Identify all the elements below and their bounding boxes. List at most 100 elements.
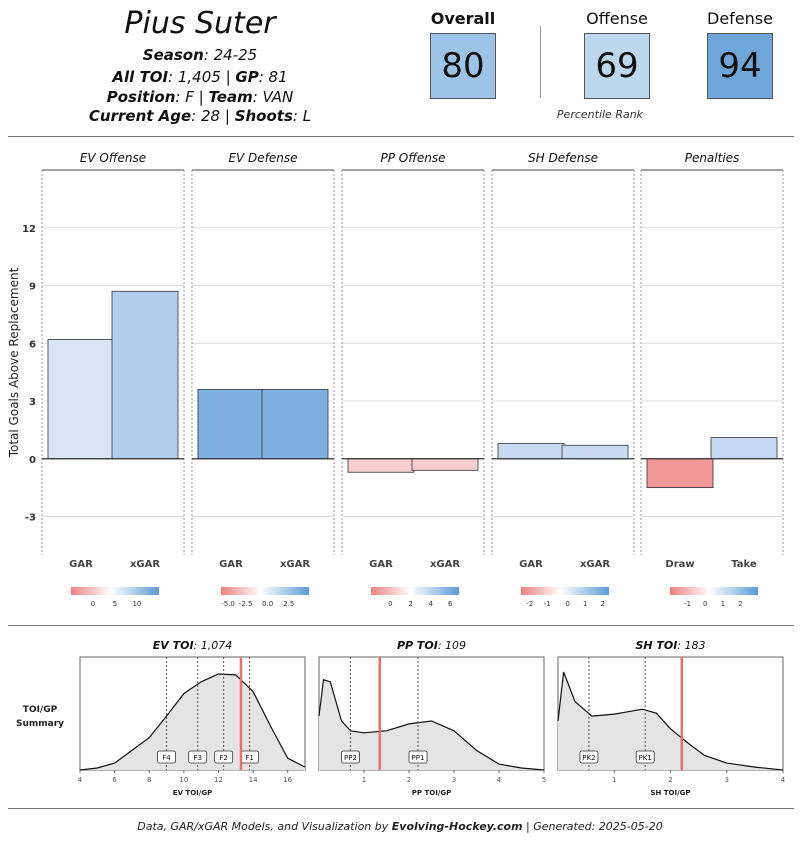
deployment-label: F2 <box>219 754 227 762</box>
y-tick-label: -3 <box>25 513 36 524</box>
deployment-tag <box>635 750 655 764</box>
color-scale-label: 1 <box>721 600 725 608</box>
x-tick-label: GAR <box>69 559 93 570</box>
deployment-tag <box>408 750 428 764</box>
color-scale-label: 2 <box>738 600 742 608</box>
x-tick-label: Draw <box>665 559 694 570</box>
x-tick-label: 6 <box>112 776 117 784</box>
density-title: SH TOI: 183 <box>635 639 705 652</box>
bar-draw <box>646 458 714 489</box>
x-tick-label: 10 <box>179 776 188 784</box>
offense-label: Offense <box>586 9 648 28</box>
x-tick-label: 2 <box>407 776 411 784</box>
color-scale-bar <box>371 587 459 595</box>
x-tick-label: 2 <box>668 776 672 784</box>
color-scale-label: -1 <box>684 600 691 608</box>
x-tick-label: 16 <box>283 776 292 784</box>
x-axis-label: PP TOI/GP <box>412 789 451 797</box>
team-label: Team <box>208 88 253 106</box>
bar-gar <box>197 389 265 460</box>
y-tick-label: 12 <box>22 224 36 235</box>
x-tick-label: 1 <box>612 776 616 784</box>
age-value: 28 <box>201 107 221 125</box>
color-scale-label: -5.0 <box>221 600 235 608</box>
color-scale-label: 0 <box>703 600 707 608</box>
y-tick-label: 0 <box>29 455 36 466</box>
color-scale-bar <box>71 587 159 595</box>
gar-bar-chart: Total Goals Above Replacement-3036912EV … <box>7 151 784 608</box>
x-tick-label: 5 <box>542 776 546 784</box>
color-scale-label: 2 <box>601 600 605 608</box>
bar-gar <box>47 338 115 460</box>
color-scale-label: 0 <box>388 600 392 608</box>
gp-value: 81 <box>268 68 288 86</box>
season-label: Season <box>142 46 204 64</box>
deployment-label: PP2 <box>344 754 357 762</box>
panel-title: EV Defense <box>228 151 297 165</box>
deployment-tag <box>188 750 208 764</box>
color-scale-bar <box>221 587 309 595</box>
x-tick-label: 4 <box>78 776 83 784</box>
y-tick-label: 6 <box>29 339 36 350</box>
bar-gar <box>347 458 415 473</box>
x-tick-label: 3 <box>452 776 456 784</box>
x-tick-label: GAR <box>219 559 243 570</box>
offense-rank-box: 69 <box>584 33 650 99</box>
player-name: Pius Suter <box>124 6 276 41</box>
position-line: Position: F | Team: VAN <box>106 88 294 106</box>
toi-value: 1,405 <box>177 68 221 86</box>
x-tick-label: xGAR <box>580 559 610 570</box>
x-tick-label: xGAR <box>130 559 160 570</box>
color-scale-bar <box>521 587 609 595</box>
x-axis-label: EV TOI/GP <box>173 789 212 797</box>
deployment-tag <box>214 750 234 764</box>
team-value: VAN <box>262 88 294 106</box>
panel-title: EV Offense <box>80 151 146 165</box>
color-scale-label: 6 <box>448 600 453 608</box>
x-tick-label: xGAR <box>430 559 460 570</box>
y-axis-label: Total Goals Above Replacement <box>7 267 21 458</box>
color-scale-label: -2.5 <box>239 600 253 608</box>
footer-divider <box>8 808 794 809</box>
toi-line: All TOI: 1,405 | GP: 81 <box>112 68 288 86</box>
footer-brand: Evolving-Hockey.com <box>391 820 523 833</box>
bar-xgar <box>411 458 479 471</box>
footer-credit: Data, GAR/xGAR Models, and Visualization… <box>0 820 800 833</box>
color-scale-label: 4 <box>429 600 434 608</box>
summary-label: Summary <box>16 719 64 729</box>
season-line: Season: 24-25 <box>142 46 258 64</box>
deployment-label: F3 <box>193 754 201 762</box>
defense-label: Defense <box>707 9 773 28</box>
x-tick-label: 8 <box>147 776 151 784</box>
density-curve <box>79 673 306 771</box>
x-tick-label: 4 <box>781 776 786 784</box>
overall-label: Overall <box>430 9 496 28</box>
x-tick-label: Take <box>731 559 757 570</box>
age-line: Current Age: 28 | Shoots: L <box>88 107 312 125</box>
color-scale-label: 0 <box>565 600 569 608</box>
x-tick-label: 1 <box>362 776 366 784</box>
density-title: EV TOI: 1,074 <box>153 639 233 652</box>
toi-label: All TOI <box>112 68 169 86</box>
defense-rank-box: 94 <box>707 33 773 99</box>
color-scale-label: 0.0 <box>262 600 273 608</box>
panel-title: PP Offense <box>380 151 445 165</box>
age-label: Current Age <box>88 107 192 125</box>
bar-xgar <box>261 389 329 460</box>
shoots-label: Shoots <box>234 107 293 125</box>
x-tick-label: xGAR <box>280 559 310 570</box>
color-scale-label: -1 <box>544 600 551 608</box>
density-area <box>80 674 305 770</box>
color-scale-label: 10 <box>133 600 142 608</box>
color-scale-label: -2 <box>526 600 533 608</box>
gp-label: GP <box>235 68 259 86</box>
color-scale-label: 0 <box>91 600 95 608</box>
season-value: 24-25 <box>213 46 258 64</box>
panel-title: SH Defense <box>528 151 598 165</box>
shoots-value: L <box>302 107 312 125</box>
deployment-tag <box>157 750 176 764</box>
density-title: PP TOI: 109 <box>397 639 466 652</box>
panel-title: Penalties <box>685 151 740 165</box>
position-label: Position <box>106 88 176 106</box>
density-curve <box>557 671 784 771</box>
